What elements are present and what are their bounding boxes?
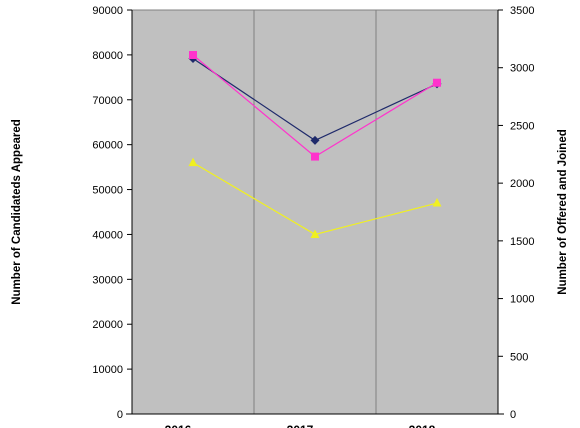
right-tick-label-0: 0 — [510, 409, 516, 421]
right-axis-ticks: 0 500 1000 1500 2000 2500 3000 3500 — [498, 5, 534, 421]
right-tick-label-3: 1500 — [510, 236, 534, 248]
category-label-2017: 2017 — [287, 423, 314, 428]
series-1-point-2017 — [311, 152, 319, 161]
left-tick-label-2: 20000 — [92, 319, 123, 331]
gridlines — [126, 10, 504, 415]
left-tick-label-7: 70000 — [92, 95, 123, 107]
right-tick-label-5: 2500 — [510, 120, 534, 132]
right-axis-title: Number of Offered and Joined — [557, 129, 569, 295]
series-2-point-2018 — [432, 198, 442, 207]
category-label-2016: 2016 — [165, 423, 192, 428]
left-tick-label-8: 80000 — [92, 50, 123, 62]
right-tick-label-7: 3500 — [510, 5, 534, 17]
right-tick-label-1: 500 — [510, 351, 528, 363]
series-2-point-2016 — [188, 157, 198, 167]
left-tick-label-1: 10000 — [92, 364, 123, 376]
series-2-point-2017 — [310, 229, 320, 238]
series-1-point-2018 — [433, 78, 441, 87]
series-1-point-2016 — [189, 51, 197, 60]
plot-area — [131, 9, 499, 415]
right-tick-label-2: 1000 — [510, 294, 534, 306]
category-label-2018: 2018 — [409, 423, 436, 428]
left-tick-label-3: 30000 — [92, 274, 123, 286]
series-0-point-2017 — [310, 135, 320, 145]
left-axis-title: Number of Candidateds Appeared — [11, 119, 23, 305]
category-labels: 2016 2017 2018 — [165, 423, 436, 428]
left-axis-ticks: 0 10000 20000 30000 40000 50000 60000 70000 8000… — [92, 5, 132, 421]
left-tick-label-9: 90000 — [92, 5, 123, 17]
left-tick-label-4: 40000 — [92, 229, 123, 241]
left-tick-label-6: 60000 — [92, 140, 123, 152]
left-tick-label-0: 0 — [117, 409, 123, 421]
left-tick-label-5: 50000 — [92, 185, 123, 197]
right-tick-label-4: 2000 — [510, 178, 534, 190]
right-tick-label-6: 3000 — [510, 63, 534, 75]
series-group — [188, 51, 442, 238]
